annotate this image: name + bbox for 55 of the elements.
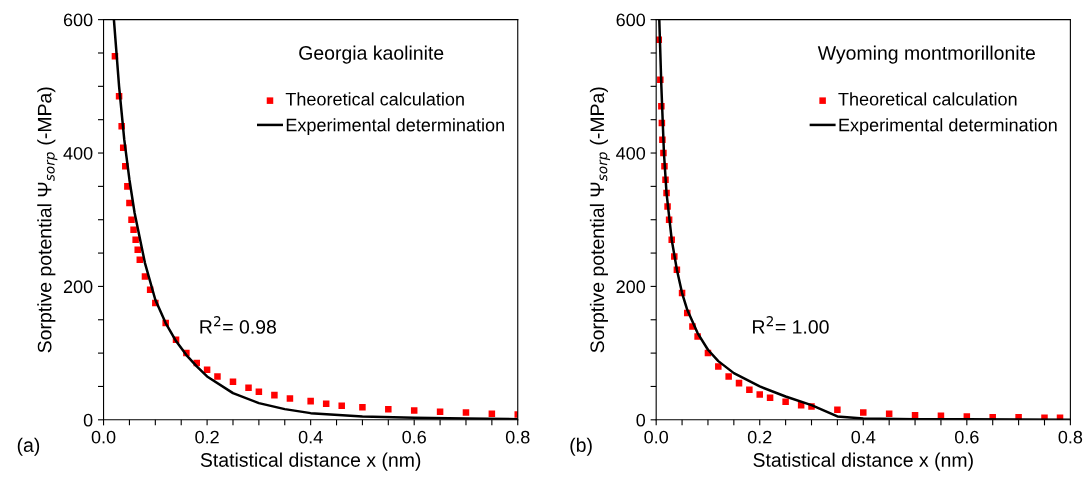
y-tick-label: 200 bbox=[616, 280, 646, 294]
point bbox=[410, 407, 418, 414]
annotation: R$^{2}$= 1.00 bbox=[753, 316, 829, 334]
point bbox=[725, 373, 732, 380]
legend-label: Theoretical calculation bbox=[838, 92, 1017, 106]
point bbox=[746, 386, 753, 394]
y-axis-title: Sorptive potential Ψ$_{sorp}$ (-MPa) bbox=[37, 87, 58, 353]
y-tick-label: 600 bbox=[616, 13, 646, 27]
point bbox=[385, 405, 392, 413]
point bbox=[756, 391, 763, 398]
point bbox=[338, 402, 345, 410]
text: Georgia kaolinite bbox=[299, 45, 444, 64]
point bbox=[136, 256, 144, 263]
point bbox=[130, 226, 137, 233]
point bbox=[860, 409, 867, 416]
y-axis-title: Sorptive potential Ψ$_{sorp}$ (-MPa) bbox=[589, 87, 610, 353]
y-tick-label: 0 bbox=[83, 413, 93, 427]
point bbox=[132, 236, 139, 243]
x-tick-label: 0.8 bbox=[505, 430, 530, 444]
x-tick-label: 0.8 bbox=[1058, 430, 1083, 444]
y-tick-label: 600 bbox=[63, 13, 93, 27]
text: (a) bbox=[17, 437, 40, 456]
point bbox=[141, 273, 149, 280]
x-tick-label: 0.4 bbox=[851, 430, 876, 444]
point bbox=[307, 397, 314, 405]
point bbox=[271, 391, 278, 399]
text: Wyoming montmorillonite bbox=[817, 45, 1035, 64]
point bbox=[359, 403, 366, 411]
point bbox=[462, 409, 470, 416]
x-tick-label: 0.4 bbox=[298, 430, 323, 444]
point bbox=[834, 406, 841, 414]
y-tick-label: 400 bbox=[63, 146, 93, 160]
legend-label: Theoretical calculation bbox=[285, 92, 464, 106]
point bbox=[715, 363, 722, 370]
point bbox=[134, 246, 141, 253]
x-tick-label: 0.2 bbox=[195, 430, 219, 444]
y-tick-label: 0 bbox=[636, 413, 646, 427]
x-tick-label: 0.0 bbox=[91, 430, 116, 444]
x-tick-label: 0.6 bbox=[402, 430, 426, 444]
point bbox=[782, 398, 789, 406]
y-tick-label: 400 bbox=[616, 146, 646, 160]
point bbox=[245, 384, 252, 392]
legend-label: Experimental determination bbox=[286, 118, 504, 135]
x-axis-title: Statistical distance x (nm) bbox=[753, 452, 973, 471]
annotation: R$^{2}$= 0.98 bbox=[200, 316, 276, 334]
x-tick-label: 0.2 bbox=[747, 430, 772, 444]
point bbox=[214, 373, 221, 380]
x-axis-title: Statistical distance x (nm) bbox=[200, 452, 421, 471]
x-tick-label: 0.6 bbox=[954, 430, 979, 444]
point bbox=[286, 395, 294, 402]
y-tick-label: 200 bbox=[63, 280, 93, 294]
point bbox=[128, 216, 135, 223]
x-tick-label: 0.0 bbox=[644, 430, 669, 444]
legend-label: Experimental determination bbox=[839, 118, 1057, 135]
text: (b) bbox=[570, 437, 592, 456]
